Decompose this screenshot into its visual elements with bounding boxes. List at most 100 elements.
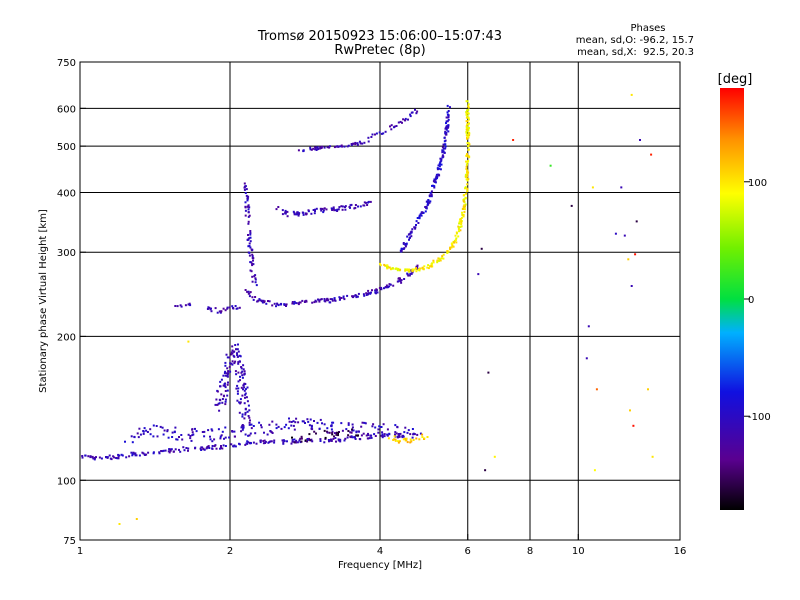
data-point	[277, 304, 280, 307]
data-point	[423, 437, 426, 440]
data-point	[465, 178, 468, 181]
data-point	[250, 442, 252, 445]
data-point	[423, 265, 426, 268]
colorbar-ticks: 100 0 -100	[744, 178, 771, 423]
data-point	[347, 430, 350, 432]
data-point	[426, 436, 429, 438]
data-point	[243, 188, 246, 191]
data-point	[630, 93, 633, 96]
data-point	[439, 168, 442, 171]
data-point	[81, 455, 84, 457]
data-point	[355, 434, 358, 437]
data-point	[242, 426, 245, 429]
data-point	[419, 432, 422, 435]
data-point	[367, 292, 370, 295]
data-point	[118, 454, 121, 457]
data-point	[439, 157, 442, 160]
data-point	[87, 455, 90, 458]
data-point	[231, 345, 234, 348]
data-point	[234, 344, 237, 346]
data-point	[634, 253, 637, 256]
data-point	[347, 144, 350, 147]
data-point	[359, 438, 362, 441]
data-point	[248, 423, 251, 426]
data-point	[418, 214, 421, 217]
data-point	[167, 450, 170, 453]
data-point	[254, 274, 257, 277]
data-point	[465, 175, 468, 178]
colorbar-tick-label: 100	[748, 178, 767, 189]
data-point	[400, 281, 403, 284]
data-point	[416, 217, 419, 219]
data-point	[370, 436, 373, 439]
data-point	[162, 449, 165, 452]
data-point	[244, 214, 247, 217]
data-point	[362, 293, 365, 296]
data-point	[614, 232, 617, 235]
data-point	[319, 298, 322, 301]
data-point	[413, 268, 416, 271]
data-point	[320, 209, 323, 212]
data-point	[249, 291, 252, 294]
data-point	[158, 451, 161, 454]
data-point	[224, 398, 227, 401]
data-point	[314, 148, 317, 151]
data-point	[344, 205, 347, 208]
data-point	[447, 130, 450, 133]
data-point	[466, 153, 468, 156]
data-point	[392, 439, 395, 441]
data-point	[449, 246, 452, 249]
data-point	[389, 125, 391, 128]
data-point	[411, 436, 414, 439]
data-point	[224, 364, 227, 367]
data-point	[446, 104, 449, 107]
data-point	[211, 429, 214, 432]
data-point	[415, 267, 417, 270]
data-point	[427, 267, 430, 270]
data-point	[406, 273, 409, 276]
data-point	[632, 424, 635, 427]
data-point	[222, 444, 225, 447]
data-point	[441, 146, 444, 149]
x-tick-label: 2	[227, 546, 233, 557]
data-point	[404, 245, 407, 248]
data-point	[296, 213, 299, 216]
data-point	[285, 303, 288, 306]
data-point	[391, 267, 394, 270]
data-point	[175, 438, 178, 441]
data-point	[293, 438, 296, 441]
data-point	[351, 426, 354, 429]
data-point	[249, 269, 252, 272]
data-point	[386, 428, 389, 431]
data-point	[221, 430, 224, 433]
data-point	[171, 431, 174, 434]
data-point	[297, 303, 300, 306]
data-point	[323, 429, 326, 432]
data-point	[293, 212, 296, 214]
data-point	[417, 222, 420, 224]
data-point	[352, 142, 355, 145]
data-point	[171, 436, 174, 438]
data-point	[464, 186, 467, 189]
data-point	[398, 440, 401, 443]
data-point	[319, 207, 322, 210]
data-point	[374, 426, 377, 429]
data-point	[466, 161, 469, 164]
data-point	[378, 425, 381, 428]
data-point	[445, 133, 448, 136]
data-point	[241, 374, 244, 377]
data-point	[320, 298, 323, 301]
data-point	[463, 211, 466, 213]
data-point	[341, 145, 344, 148]
data-point	[356, 295, 359, 298]
data-point	[404, 426, 407, 429]
data-point	[224, 370, 227, 373]
data-point	[330, 439, 333, 442]
data-point	[254, 277, 257, 280]
data-point	[298, 212, 301, 215]
data-point	[236, 307, 239, 310]
data-point	[397, 121, 400, 124]
data-point	[328, 145, 331, 148]
data-point	[220, 393, 223, 396]
data-point	[147, 451, 150, 454]
